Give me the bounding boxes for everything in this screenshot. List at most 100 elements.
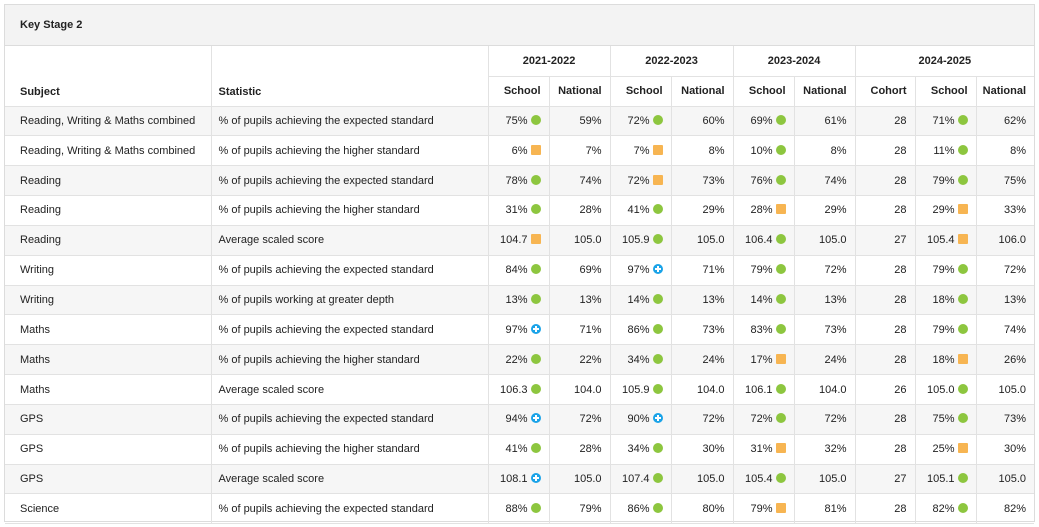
school-value-cell: 18%	[915, 344, 977, 376]
green-circle-icon	[652, 383, 663, 394]
green-circle-icon	[775, 264, 786, 275]
statistic-cell: Average scaled score	[211, 464, 489, 495]
table-row: GPS% of pupils achieving the higher stan…	[5, 434, 1035, 465]
statistic-cell: % of pupils achieving the higher standar…	[211, 135, 489, 167]
school-column-header: School	[488, 76, 550, 107]
school-value: 17%	[750, 353, 773, 366]
school-value: 82%	[932, 502, 955, 515]
national-value-cell: 73%	[671, 165, 734, 197]
green-circle-icon	[530, 204, 541, 215]
subject-cell: Maths	[5, 344, 212, 376]
school-value-cell: 6%	[488, 135, 550, 167]
table-row: GPS Average scaled score 108.1 105.0 107.4 10…	[5, 464, 1035, 495]
school-value-cell: 72%	[610, 165, 672, 197]
school-value: 90%	[627, 413, 650, 426]
school-value: 71%	[932, 114, 955, 127]
school-value: 105.0	[927, 383, 955, 396]
school-value: 72%	[750, 413, 773, 426]
national-value-cell: 73%	[794, 314, 856, 346]
table-row: Maths Average scaled score 106.3 104.0 105.9…	[5, 374, 1035, 405]
ks2-results-panel: Key Stage 2 Subject Statistic 2021-2022 …	[4, 4, 1035, 525]
national-value-cell: 72%	[794, 255, 856, 286]
national-value-cell: 81%	[794, 493, 856, 525]
national-column-header: National	[794, 76, 856, 107]
national-value-cell: 71%	[671, 255, 734, 286]
national-value-cell: 28%	[549, 195, 611, 226]
school-value-cell: 105.4	[733, 464, 795, 495]
school-value-cell: 13%	[488, 285, 550, 316]
amber-square-icon	[530, 144, 541, 155]
green-circle-icon	[957, 473, 968, 484]
green-circle-icon	[775, 323, 786, 334]
school-value: 83%	[750, 323, 773, 336]
school-value-cell: 106.1	[733, 374, 795, 405]
green-circle-icon	[775, 144, 786, 155]
subject-cell: Reading	[5, 165, 212, 197]
school-value-cell: 86%	[610, 314, 672, 346]
national-value-cell: 74%	[976, 314, 1035, 346]
amber-square-icon	[652, 144, 663, 155]
school-value-cell: 105.0	[915, 374, 977, 405]
blue-plus-icon	[652, 413, 663, 424]
national-value-cell: 79%	[549, 493, 611, 525]
school-value-cell: 10%	[733, 135, 795, 167]
statistic-cell: % of pupils achieving the higher standar…	[211, 434, 489, 465]
national-value-cell: 29%	[671, 195, 734, 226]
amber-square-icon	[957, 234, 968, 245]
national-value-cell: 8%	[976, 135, 1035, 167]
statistic-cell: % of pupils achieving the expected stand…	[211, 255, 489, 286]
green-circle-icon	[775, 383, 786, 394]
school-value: 108.1	[499, 473, 528, 486]
school-value: 86%	[627, 502, 650, 515]
school-value-cell: 18%	[915, 285, 977, 316]
green-circle-icon	[957, 502, 968, 513]
national-value-cell: 60%	[671, 106, 734, 137]
school-value: 69%	[750, 114, 773, 127]
national-value-cell: 72%	[671, 404, 734, 435]
year-header-2023-2024: 2023-2024	[733, 46, 856, 77]
national-value-cell: 72%	[794, 404, 856, 435]
blue-plus-icon	[530, 473, 541, 484]
school-value-cell: 106.3	[488, 374, 550, 405]
amber-square-icon	[775, 502, 786, 513]
school-value: 34%	[627, 443, 650, 456]
school-value: 22%	[505, 353, 528, 366]
school-value: 106.3	[499, 383, 528, 396]
amber-square-icon	[652, 174, 663, 185]
statistic-cell: % of pupils achieving the higher standar…	[211, 195, 489, 226]
statistic-cell: % of pupils achieving the expected stand…	[211, 314, 489, 346]
national-value-cell: 30%	[976, 434, 1035, 465]
green-circle-icon	[652, 443, 663, 454]
subject-header: Subject	[5, 46, 212, 107]
school-value-cell: 69%	[733, 106, 795, 137]
school-value: 76%	[750, 174, 773, 187]
national-value-cell: 69%	[549, 255, 611, 286]
school-value: 72%	[627, 114, 650, 127]
national-value-cell: 22%	[549, 344, 611, 376]
school-value-cell: 25%	[915, 434, 977, 465]
statistic-cell: Average scaled score	[211, 225, 489, 256]
school-column-header: School	[915, 76, 977, 107]
subject-cell: Maths	[5, 374, 212, 405]
national-value-cell: 13%	[549, 285, 611, 316]
school-value-cell: 108.1	[488, 464, 550, 495]
statistic-cell: % of pupils working at greater depth	[211, 285, 489, 316]
national-value-cell: 105.0	[976, 374, 1035, 405]
national-column-header: National	[671, 76, 734, 107]
school-value-cell: 105.9	[610, 374, 672, 405]
school-value: 14%	[627, 293, 650, 306]
school-value: 107.4	[621, 473, 650, 486]
school-value: 75%	[505, 114, 528, 127]
national-value-cell: 26%	[976, 344, 1035, 376]
school-value-cell: 83%	[733, 314, 795, 346]
green-circle-icon	[957, 144, 968, 155]
school-value-cell: 28%	[733, 195, 795, 226]
school-value-cell: 86%	[610, 493, 672, 525]
green-circle-icon	[530, 264, 541, 275]
national-value-cell: 104.0	[549, 374, 611, 405]
national-value-cell: 32%	[794, 434, 856, 465]
school-value: 105.9	[621, 234, 650, 247]
school-value-cell: 14%	[733, 285, 795, 316]
statistic-cell: Average scaled score	[211, 374, 489, 405]
school-value: 86%	[627, 323, 650, 336]
